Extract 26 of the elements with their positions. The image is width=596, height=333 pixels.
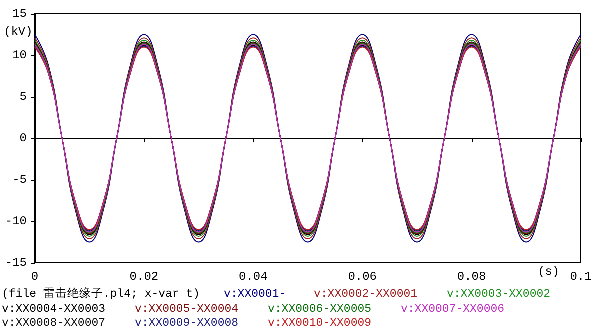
x-tick-label: 0.08 <box>457 270 486 284</box>
text: v:XX0010-XX0009 <box>268 317 373 332</box>
x-axis-title: (s) <box>538 265 560 279</box>
y-tick-label: 5 <box>20 90 27 104</box>
y-axis-title: (kV) <box>4 25 33 39</box>
text: v:XX0004-XX0003 <box>2 302 107 317</box>
text: v:XX0008-XX0007 <box>2 317 107 332</box>
x-tick-label: 0.02 <box>130 270 159 284</box>
text: v:XX0006-XX0005 <box>268 302 373 317</box>
text: v:XX0007-XX0006 <box>401 302 506 317</box>
y-tick-label: -5 <box>12 173 27 187</box>
y-tick-label: 0 <box>20 132 27 146</box>
text: v:XX0009-XX0008 <box>135 317 240 332</box>
x-tick-label: 0 <box>31 270 39 284</box>
x-tick-label: 0.06 <box>348 270 378 284</box>
x-tick-label: 0.04 <box>238 270 268 284</box>
y-tick-label: -10 <box>5 214 27 228</box>
text: v:XX0002-XX0001 <box>314 288 419 302</box>
text: v:XX0003-XX0002 <box>447 288 552 302</box>
y-tick-label: 10 <box>12 48 27 62</box>
text: v:XX0005-XX0004 <box>135 302 240 317</box>
y-tick-label: 15 <box>12 7 27 21</box>
legend-title: (file 雷击绝缘子.pl4; x-var t) <box>2 288 202 302</box>
x-tick-label: 0.1 <box>570 270 592 284</box>
y-tick-label: -15 <box>5 256 27 270</box>
text: v:XX0001- <box>224 288 288 302</box>
